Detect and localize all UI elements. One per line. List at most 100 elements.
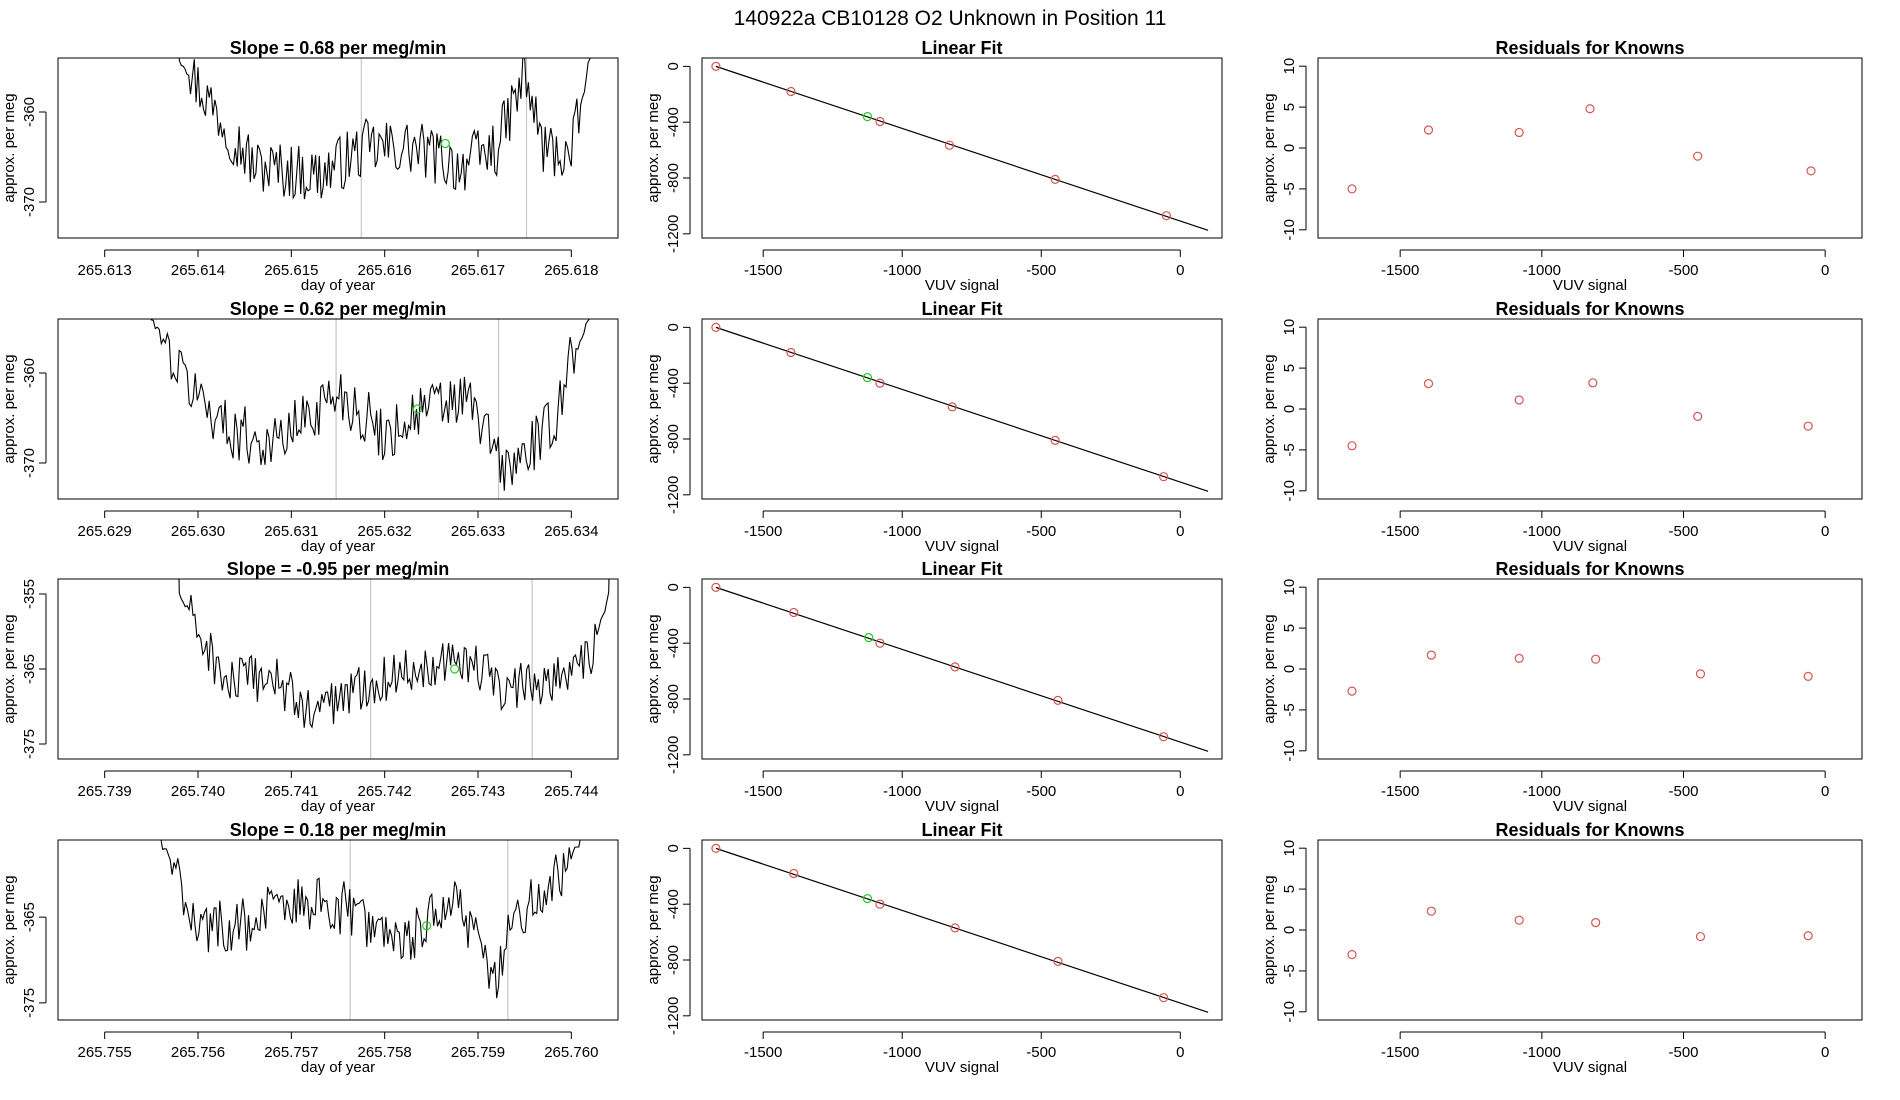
y-tick-label: -400	[665, 368, 682, 398]
residual-point	[1591, 654, 1601, 664]
x-tick-label: 265.631	[264, 523, 318, 540]
residual-point	[1347, 184, 1357, 194]
chart-title: Slope = 0.18 per meg/min	[230, 820, 447, 840]
y-tick-label: -10	[1281, 740, 1298, 762]
plot-frame	[1317, 57, 1863, 239]
x-axis-label: VUV signal	[1553, 798, 1627, 815]
plot-area	[160, 840, 581, 1020]
residual-point	[1693, 151, 1703, 161]
x-tick-label: -1500	[744, 523, 782, 540]
known-point	[1159, 993, 1169, 1003]
plot-area	[178, 58, 591, 238]
y-tick-label: -1200	[665, 736, 682, 774]
x-tick-label: 265.633	[451, 523, 505, 540]
y-tick-label: 0	[665, 583, 682, 591]
x-tick-label: 265.613	[78, 262, 132, 279]
residual-point	[1803, 421, 1813, 431]
x-axis-label: VUV signal	[925, 277, 999, 294]
fit-line	[715, 586, 1209, 752]
x-tick-label: -1500	[744, 783, 782, 800]
y-tick-label: -375	[21, 729, 38, 759]
y-tick-label: -1200	[665, 215, 682, 253]
plot-area	[1347, 378, 1813, 451]
x-tick-label: 0	[1176, 262, 1184, 279]
data-trace	[150, 319, 591, 491]
panel-0-2: Residuals for Knowns -1500 -1000 -500 0 VUV s…	[1261, 38, 1863, 294]
y-axis-label: approx. per meg	[645, 93, 662, 202]
y-tick-label: -800	[665, 945, 682, 975]
residual-point	[1695, 931, 1706, 942]
chart-title: Slope = 0.68 per meg/min	[230, 38, 447, 58]
y-axis-label: approx. per meg	[1, 93, 18, 202]
plot-frame	[701, 839, 1223, 1021]
chart-title: Slope = 0.62 per meg/min	[230, 299, 447, 319]
y-tick-label: -1200	[665, 997, 682, 1035]
known-point	[711, 843, 721, 853]
known-point	[1159, 732, 1169, 742]
data-trace	[178, 58, 591, 200]
y-axis-label: approx. per meg	[1, 875, 18, 984]
x-tick-label: 265.755	[78, 1044, 132, 1061]
plot-frame	[57, 839, 619, 1021]
y-tick-label: -365	[21, 902, 38, 932]
y-axis-label: approx. per meg	[1261, 93, 1278, 202]
y-tick-label: 5	[1281, 885, 1298, 893]
plot-area	[711, 61, 1209, 231]
panel-0-1: Linear Fit -1500 -1000 -500 0 VUV signal 0 -400…	[645, 38, 1223, 294]
x-axis-label: day of year	[301, 538, 375, 555]
known-point	[875, 116, 885, 127]
known-point	[875, 899, 885, 909]
x-tick-label: 265.616	[358, 262, 412, 279]
unknown-point	[412, 404, 422, 414]
x-axis-label: VUV signal	[1553, 1059, 1627, 1076]
residual-point	[1347, 441, 1357, 451]
y-tick-label: -360	[21, 97, 38, 127]
residual-point	[1423, 379, 1434, 389]
y-axis-label: approx. per meg	[1261, 614, 1278, 723]
y-tick-label: 0	[665, 62, 682, 70]
y-tick-label: -355	[21, 579, 38, 609]
known-point	[711, 61, 721, 71]
panel-2-2: Residuals for Knowns -1500 -1000 -500 0 VUV s…	[1261, 559, 1863, 815]
x-tick-label: 265.739	[78, 783, 132, 800]
y-tick-label: -10	[1281, 480, 1298, 502]
x-tick-label: 265.741	[264, 783, 318, 800]
x-tick-label: -1500	[1381, 262, 1419, 279]
x-tick-label: -1500	[1381, 783, 1419, 800]
residual-point	[1591, 918, 1601, 928]
x-tick-label: 265.760	[544, 1044, 598, 1061]
x-tick-label: -1000	[1523, 262, 1561, 279]
plot-frame	[57, 57, 619, 239]
chart-grid: Slope = 0.68 per meg/min 265.613 265.614 26…	[1, 38, 1863, 1076]
x-tick-label: -500	[1668, 783, 1698, 800]
chart-title: Residuals for Knowns	[1495, 820, 1684, 840]
x-tick-label: 265.617	[451, 262, 505, 279]
y-tick-label: -400	[665, 889, 682, 919]
plot-frame	[1317, 839, 1863, 1021]
y-tick-label: -375	[21, 988, 38, 1018]
chart-title: Residuals for Knowns	[1495, 559, 1684, 579]
x-tick-label: 0	[1821, 783, 1829, 800]
x-tick-label: -500	[1026, 523, 1056, 540]
residual-point	[1347, 949, 1357, 960]
x-tick-label: 265.757	[264, 1044, 318, 1061]
residual-point	[1423, 125, 1434, 135]
x-axis-label: VUV signal	[925, 538, 999, 555]
panel-2-0: Slope = -0.95 per meg/min 265.739 265.740 2…	[1, 559, 619, 815]
y-tick-label: -370	[21, 448, 38, 478]
y-tick-label: -800	[665, 684, 682, 714]
x-tick-label: -500	[1026, 262, 1056, 279]
x-tick-label: 265.630	[171, 523, 225, 540]
y-tick-label: -400	[665, 107, 682, 137]
x-tick-label: -1500	[1381, 1044, 1419, 1061]
x-tick-label: -1000	[1523, 523, 1561, 540]
plot-area	[1347, 650, 1813, 696]
x-tick-label: -1000	[883, 523, 921, 540]
y-axis-label: approx. per meg	[645, 614, 662, 723]
x-tick-label: 265.758	[358, 1044, 412, 1061]
plot-area	[711, 322, 1209, 492]
plot-area	[711, 582, 1209, 752]
known-point	[1053, 695, 1063, 705]
y-tick-label: -10	[1281, 1001, 1298, 1023]
